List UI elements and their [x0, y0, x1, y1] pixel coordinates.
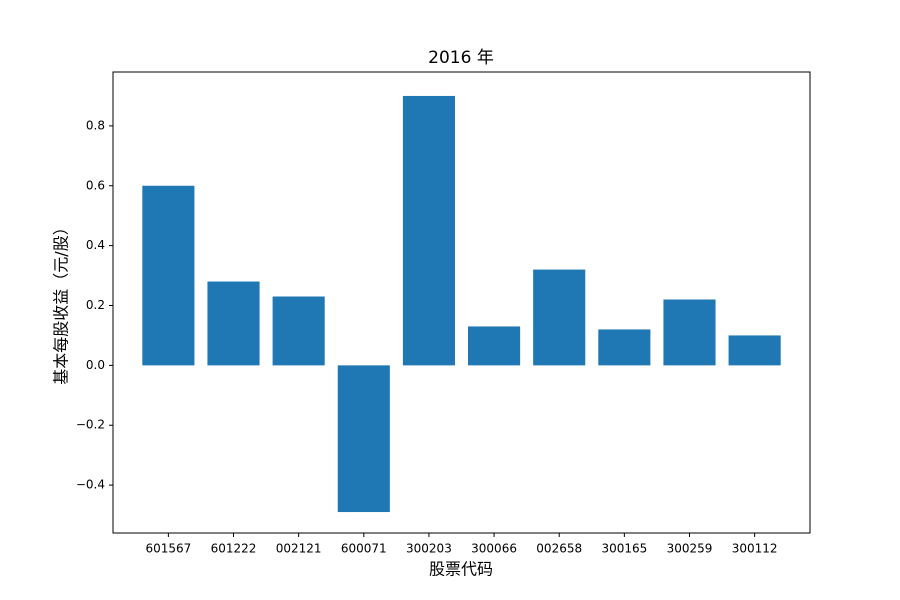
y-tick-label: −0.4 — [76, 478, 105, 492]
x-tick-label: 300165 — [601, 542, 647, 556]
x-tick-label: 300203 — [406, 542, 452, 556]
y-axis-label: 基本每股收益（元/股） — [52, 219, 71, 384]
x-tick-label: 600071 — [341, 542, 387, 556]
bar — [468, 326, 521, 366]
y-tick-label: 0.4 — [86, 238, 105, 252]
x-tick-label: 002121 — [276, 542, 322, 556]
bar — [533, 269, 586, 366]
x-tick-label: 300112 — [732, 542, 778, 556]
y-tick-label: 0.8 — [86, 118, 105, 132]
bar — [207, 281, 260, 366]
bar — [663, 299, 716, 366]
x-tick-label: 002658 — [536, 542, 582, 556]
bar — [402, 95, 455, 366]
x-tick-label: 300259 — [667, 542, 713, 556]
bar — [272, 296, 325, 366]
x-tick-label: 601567 — [145, 542, 191, 556]
y-tick-label: 0.0 — [86, 358, 105, 372]
y-tick-label: 0.6 — [86, 178, 105, 192]
x-tick-label: 300066 — [471, 542, 517, 556]
chart-title: 2016 年 — [428, 48, 494, 68]
x-axis-label: 股票代码 — [429, 560, 493, 579]
bar — [728, 335, 781, 366]
x-tick-label: 601222 — [211, 542, 257, 556]
bar — [142, 185, 195, 366]
y-tick-label: 0.2 — [86, 298, 105, 312]
bar — [598, 329, 651, 366]
plot-frame — [112, 71, 811, 534]
bar — [337, 365, 390, 513]
y-tick-label: −0.2 — [76, 418, 105, 432]
